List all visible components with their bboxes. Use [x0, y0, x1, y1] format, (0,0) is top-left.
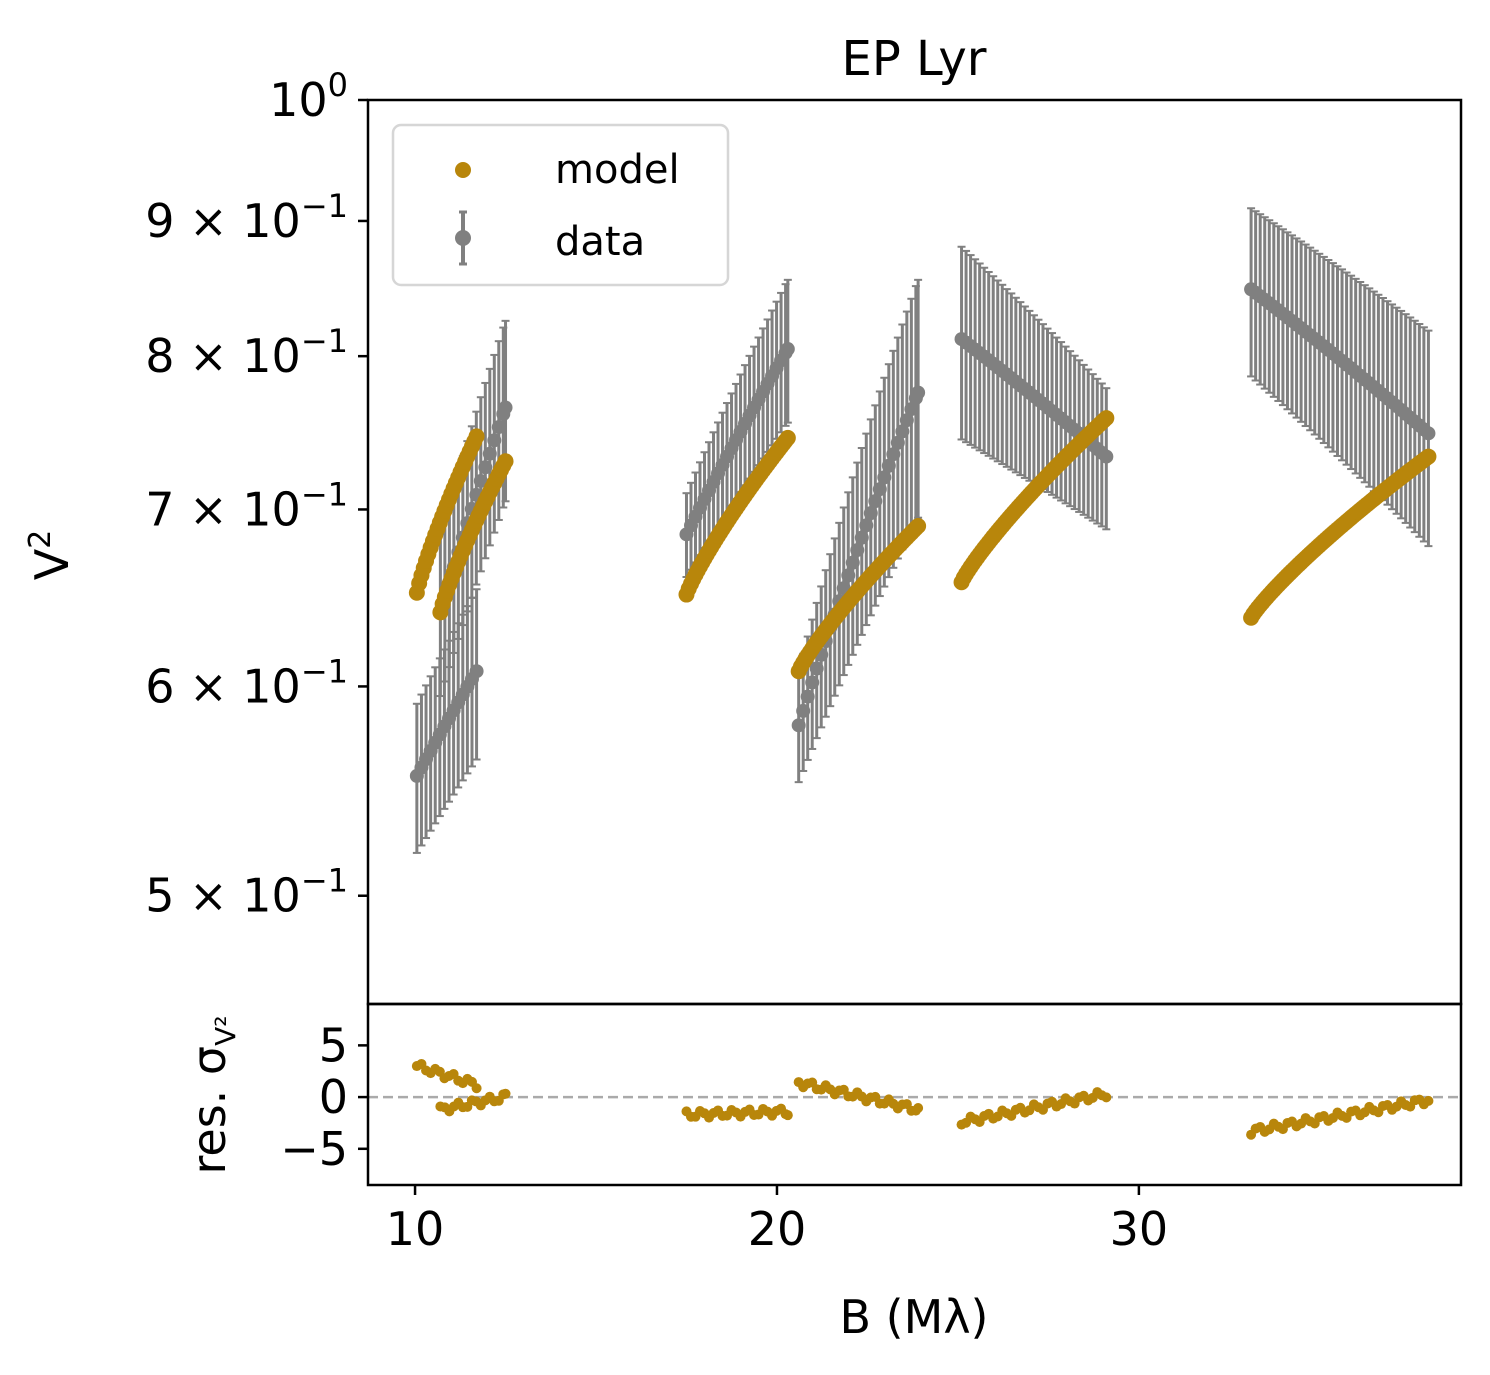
residual-point: [500, 1088, 511, 1099]
residual-tick-label: −5: [280, 1122, 348, 1176]
residual-point: [471, 1083, 482, 1094]
residual-plot: 50−5: [280, 1002, 1463, 1187]
x-ticks: 10 20 30: [386, 1185, 1168, 1256]
x-tick-label: 10: [386, 1202, 445, 1256]
legend-model-marker: [455, 162, 471, 178]
y-tick-label-base: 6 × 10: [145, 659, 301, 713]
data-point: [780, 342, 795, 357]
y-tick-label-exp: 0: [328, 66, 348, 104]
x-tick-label: 30: [1110, 1202, 1169, 1256]
residual-series: [411, 1058, 1434, 1140]
residual-y-axis-label-base: res. σ: [182, 1046, 236, 1175]
model-point: [910, 517, 927, 534]
y-tick-label: 5 × 10−1: [145, 862, 348, 923]
y-tick-label: 9 × 10−1: [145, 187, 348, 248]
model-point: [497, 453, 514, 470]
y-tick-label-exp: −1: [301, 652, 348, 690]
x-tick-label: 20: [748, 1202, 807, 1256]
y-axis-label: V2: [23, 530, 79, 581]
model-point: [468, 428, 485, 445]
data-point: [1099, 449, 1114, 464]
legend-data-label: data: [555, 219, 645, 265]
legend-data-marker: [455, 230, 471, 246]
chart-title: EP Lyr: [841, 31, 986, 87]
legend-model-label: model: [555, 147, 680, 193]
y-tick-label: 100: [269, 66, 348, 127]
residual-tick-label: 0: [319, 1070, 348, 1124]
data-point: [1421, 426, 1436, 441]
y-tick-label-base: 10: [269, 73, 328, 127]
y-tick-label-base: 7 × 10: [145, 482, 301, 536]
data-point: [498, 400, 513, 415]
y-tick-label-exp: −1: [301, 862, 348, 900]
model-point: [1098, 410, 1115, 427]
data-point: [469, 664, 484, 679]
residual-tick-label: 5: [319, 1018, 348, 1072]
residual-y-axis-label-sub: V²: [209, 1016, 242, 1046]
residual-y-axis-label-text: res. σV²: [182, 1016, 242, 1175]
y-tick-label-exp: −1: [301, 475, 348, 513]
model-point: [779, 429, 796, 446]
y-tick-label-base: 8 × 10: [145, 329, 301, 383]
residual-point: [913, 1102, 924, 1113]
y-axis-label-text: V2: [23, 530, 79, 581]
model-series: [408, 410, 1437, 680]
residual-point: [782, 1110, 793, 1121]
y-tick-label: 6 × 10−1: [145, 652, 348, 713]
residual-y-ticks: 50−5: [280, 1018, 368, 1176]
y-axis-label-sup: 2: [23, 530, 58, 549]
residual-point: [1101, 1092, 1112, 1103]
y-tick-label-base: 9 × 10: [145, 194, 301, 248]
legend: model data: [391, 123, 730, 287]
legend-box: [391, 123, 730, 287]
residual-point: [1423, 1095, 1434, 1106]
y-tick-label-base: 5 × 10: [145, 869, 301, 923]
y-tick-label: 7 × 10−1: [145, 475, 348, 536]
model-point: [1420, 448, 1437, 465]
residual-plot-frame: [366, 1002, 1463, 1187]
x-axis-label: B (Mλ): [840, 1290, 989, 1344]
data-point: [911, 385, 926, 400]
y-axis-label-base: V: [25, 548, 79, 580]
y-tick-label-exp: −1: [301, 187, 348, 225]
data-series: [409, 207, 1436, 854]
y-tick-label-exp: −1: [301, 322, 348, 360]
residual-y-axis-label: res. σV²: [182, 1016, 242, 1175]
y-tick-label: 8 × 10−1: [145, 322, 348, 383]
